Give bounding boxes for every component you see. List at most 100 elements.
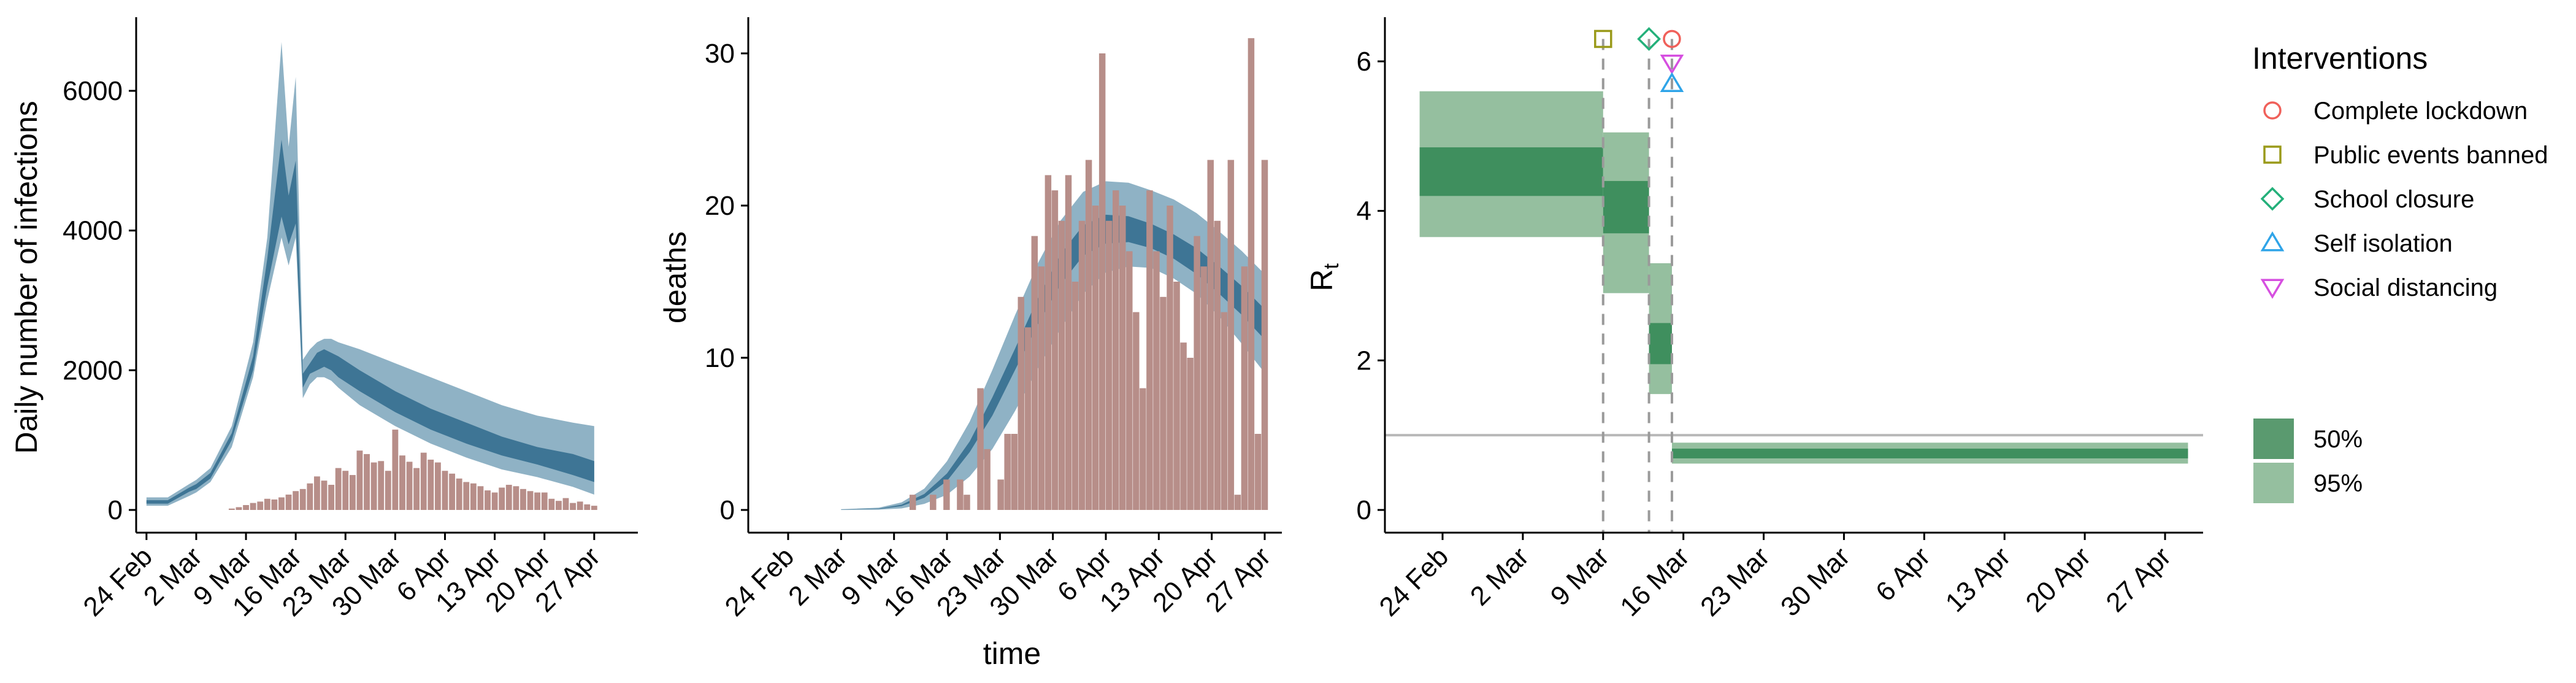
y-tick-label: 20 [705, 191, 735, 221]
x-tick-label: 24 Feb [1374, 541, 1455, 622]
deaths-bar [1221, 312, 1228, 510]
infections-bar [236, 507, 242, 510]
legend-ci-swatch [2253, 463, 2294, 503]
infections-bar [293, 491, 299, 510]
infections-bar [570, 503, 576, 510]
legend-marker [2260, 187, 2285, 211]
infections-bar [313, 476, 320, 510]
deaths-bar [1051, 190, 1059, 510]
legend-label: Public events banned [2313, 142, 2548, 169]
infections-bar [278, 497, 285, 510]
deaths-bar [1071, 282, 1079, 510]
legend-marker [2263, 145, 2282, 164]
deaths-y-axis-title: deaths [658, 231, 692, 323]
rt-ci50-segment [1419, 147, 1603, 196]
deaths-bar [1241, 266, 1248, 510]
rt-ci50-segment [1671, 449, 2188, 458]
infections-bar [307, 483, 313, 510]
infections-bar [541, 492, 548, 510]
legend-ci-label: 50% [2313, 426, 2363, 453]
x-tick-label: 16 Mar [1614, 541, 1695, 622]
infections-bar [335, 468, 342, 510]
legend-ci-label: 95% [2313, 470, 2363, 497]
infections-ci50-band [146, 139, 594, 504]
deaths-x-axis-title: time [983, 636, 1041, 671]
deaths-bar [1261, 160, 1268, 511]
rt-y-axis-title-sub: t [1320, 263, 1343, 269]
y-tick-label: 2000 [63, 355, 123, 385]
infections-ci95-band [146, 42, 594, 506]
x-tick-label: 2 Mar [783, 541, 853, 611]
x-tick-label: 6 Apr [1870, 541, 1936, 607]
x-tick-label: 2 Mar [1465, 541, 1535, 611]
deaths-bar [1119, 206, 1126, 510]
deaths-bar [1078, 220, 1086, 510]
deaths-bar [1207, 160, 1214, 511]
y-tick-label: 4 [1357, 196, 1371, 226]
deaths-bar [1227, 160, 1235, 511]
infections-bar [562, 498, 569, 510]
infections-bar [413, 468, 420, 510]
rt-y-axis-title: Rt [1305, 263, 1343, 291]
infections-bar [555, 501, 562, 510]
infections-bar [491, 492, 498, 510]
infections-bar [420, 452, 427, 510]
legend: Interventions Complete lockdown Public ev… [2252, 41, 2548, 503]
infections-bar [243, 505, 249, 510]
deaths-bar [1153, 251, 1160, 510]
deaths-bar [930, 495, 937, 510]
legend-label: Social distancing [2313, 274, 2497, 301]
deaths-bar [1092, 206, 1099, 510]
y-tick-label: 10 [705, 343, 735, 373]
infections-bar [427, 460, 434, 510]
x-tick-label: 9 Mar [1545, 541, 1615, 611]
deaths-bar [1031, 236, 1038, 510]
y-tick-label: 0 [720, 495, 735, 525]
deaths-bar [957, 479, 964, 510]
y-tick-label: 6 [1357, 47, 1371, 77]
deaths-bar [1167, 206, 1173, 510]
deaths-bar [977, 388, 984, 510]
infections-bar [477, 486, 484, 510]
legend-marker [2263, 101, 2282, 120]
legend-label: Self isolation [2313, 230, 2453, 257]
y-tick-label: 4000 [63, 216, 123, 246]
x-tick-label: 23 Mar [1695, 541, 1775, 622]
infections-bar [328, 485, 335, 510]
deaths-bar [1200, 266, 1207, 510]
infections-bar [470, 483, 477, 510]
y-tick-label: 30 [705, 39, 735, 69]
legend-label: School closure [2313, 186, 2474, 213]
deaths-bar [1248, 38, 1255, 510]
infections-bar [356, 450, 363, 510]
intervention-marker [1637, 27, 1661, 51]
infections-bar [392, 430, 399, 510]
deaths-bar [1004, 434, 1011, 510]
y-tick-label: 2 [1357, 345, 1371, 376]
infections-bar [257, 501, 264, 510]
deaths-bar [1214, 220, 1221, 510]
y-tick-label: 6000 [63, 76, 123, 106]
infections-bar [321, 480, 328, 510]
rt-ci50-segment [1649, 323, 1672, 365]
legend-marker [2260, 231, 2285, 252]
deaths-bar [1133, 312, 1140, 510]
deaths-bar [997, 479, 1004, 510]
rt-y-axis-title-main: R [1305, 269, 1339, 291]
deaths-bar [1011, 434, 1018, 510]
deaths-bar [1194, 236, 1200, 510]
intervention-marker [1660, 72, 1684, 92]
deaths-bar [984, 449, 991, 510]
infections-bar [406, 461, 413, 510]
infections-bar [527, 491, 534, 510]
infections-bar [264, 498, 270, 510]
infections-bar [456, 478, 462, 510]
infections-bar [349, 475, 356, 510]
deaths-bar [943, 479, 950, 510]
x-tick-label: 30 Mar [1775, 541, 1855, 622]
infections-bar [342, 471, 349, 510]
deaths-bar [1085, 160, 1092, 511]
rt-plot-area: 0 2 4 6 24 Feb 2 Mar 9 Mar 16 Mar 23 Mar 30 Mar 6 … [1357, 17, 2203, 622]
